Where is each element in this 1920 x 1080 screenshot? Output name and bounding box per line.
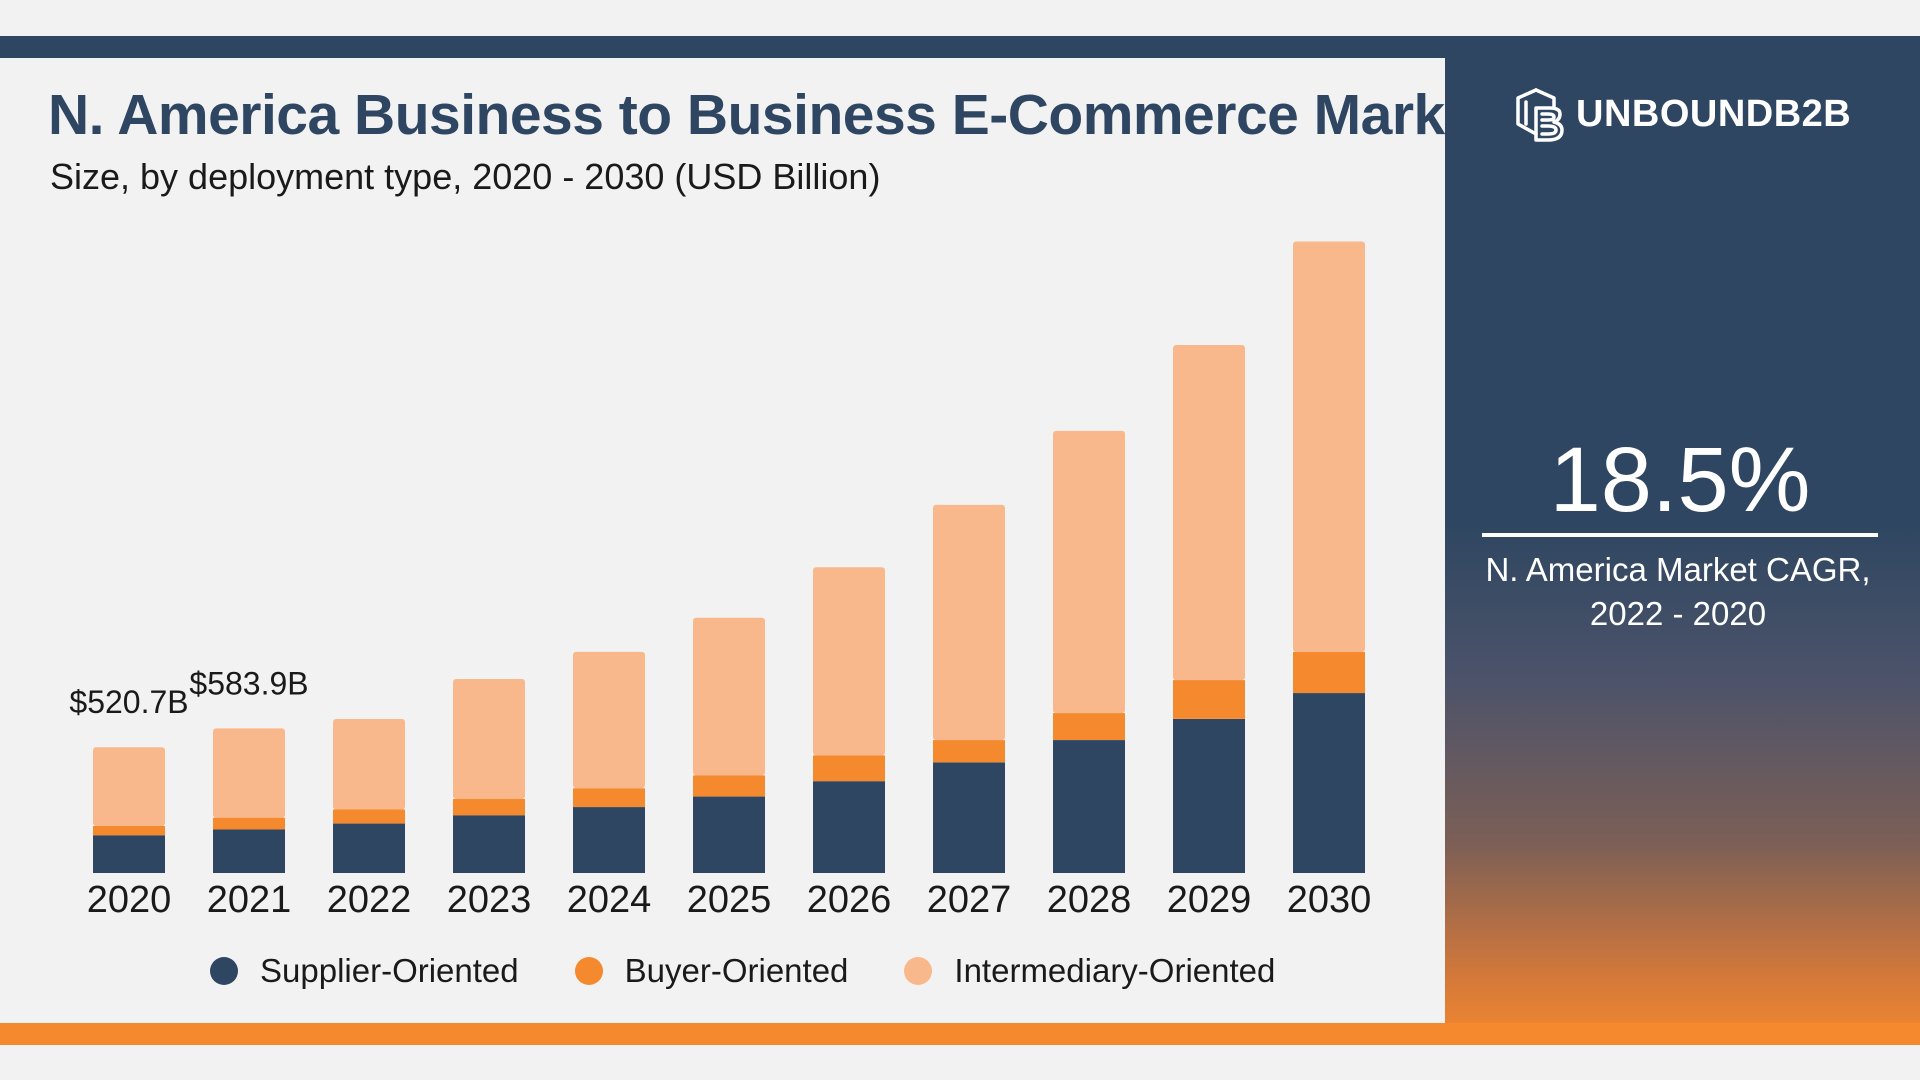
cagr-value: 18.5% [1549, 429, 1811, 531]
bar-supplier-2030 [1293, 693, 1365, 873]
x-tick-label-2021: 2021 [207, 879, 292, 921]
bar-supplier-2028 [1053, 740, 1125, 873]
legend-label-buyer: Buyer-Oriented [624, 952, 849, 989]
x-tick-label-2030: 2030 [1287, 879, 1372, 921]
bar-supplier-2023 [453, 815, 525, 873]
bar-supplier-2022 [333, 823, 405, 873]
bottom-accent-bar [0, 1023, 1920, 1045]
bar-supplier-2020 [93, 835, 165, 873]
brand-name: UNBOUNDB2B [1576, 92, 1852, 135]
bar-buyer-2026 [813, 755, 885, 782]
legend-dot-intermediary [904, 957, 933, 985]
bar-intermediary-2027 [933, 504, 1005, 741]
bar-intermediary-2021 [213, 728, 285, 818]
bar-intermediary-2025 [693, 617, 765, 776]
bar-supplier-2025 [693, 796, 765, 873]
cagr-label: N. America Market CAGR, 2022 - 2020 [1478, 548, 1878, 636]
chart-legend: Supplier-Oriented Buyer-Oriented Interme… [210, 952, 1331, 990]
cube-b-logo-icon [1516, 88, 1564, 142]
legend-item-buyer: Buyer-Oriented [574, 952, 849, 990]
legend-dot-buyer [574, 957, 603, 985]
stacked-bar-chart: 2020 2021 2022 2023 2024 2025 2026 2027 2028 2029… [69, 241, 1372, 921]
chart-title: N. America Business to Business E-Commer… [48, 83, 1495, 147]
bar-supplier-2027 [933, 762, 1005, 873]
top-accent-bar [0, 36, 1920, 58]
bar-buyer-2023 [453, 798, 525, 816]
bar-intermediary-2028 [1053, 430, 1125, 714]
bar-supplier-2026 [813, 781, 885, 873]
bar-intermediary-2023 [453, 679, 525, 799]
bar-buyer-2030 [1293, 651, 1365, 694]
bar-buyer-2022 [333, 809, 405, 824]
bar-buyer-2020 [93, 826, 165, 836]
bar-buyer-2028 [1053, 713, 1125, 741]
legend-label-intermediary: Intermediary-Oriented [954, 952, 1276, 989]
bar-intermediary-2030 [1293, 241, 1365, 652]
bar-intermediary-2026 [813, 567, 885, 756]
bar-supplier-2024 [573, 807, 645, 873]
bar-intermediary-2020 [93, 747, 165, 826]
brand-logo: UNBOUNDB2B [1514, 84, 1851, 144]
bar-buyer-2025 [693, 775, 765, 797]
data-label-2021: $583.9B [189, 665, 308, 701]
bar-buyer-2027 [933, 740, 1005, 763]
bar-intermediary-2029 [1173, 345, 1245, 681]
x-tick-label-2020: 2020 [87, 879, 172, 921]
x-tick-label-2026: 2026 [807, 879, 892, 921]
legend-item-intermediary: Intermediary-Oriented [904, 952, 1275, 990]
bar-intermediary-2024 [573, 651, 645, 789]
x-tick-label-2025: 2025 [687, 879, 772, 921]
x-tick-label-2027: 2027 [927, 879, 1012, 921]
bar-buyer-2021 [213, 817, 285, 830]
x-tick-label-2029: 2029 [1167, 879, 1252, 921]
x-tick-label-2022: 2022 [327, 879, 412, 921]
cagr-label-line1: N. America Market CAGR, [1485, 551, 1871, 588]
bar-buyer-2029 [1173, 680, 1245, 719]
data-label-2020: $520.7B [69, 684, 188, 720]
legend-item-supplier: Supplier-Oriented [210, 952, 519, 990]
side-panel [1445, 36, 1920, 1045]
bar-buyer-2024 [573, 788, 645, 808]
legend-dot-supplier [210, 957, 238, 985]
x-tick-label-2023: 2023 [447, 879, 532, 921]
bar-supplier-2029 [1173, 719, 1245, 873]
x-tick-label-2024: 2024 [567, 879, 652, 921]
legend-label-supplier: Supplier-Oriented [260, 952, 519, 989]
bar-intermediary-2022 [333, 719, 405, 810]
bar-supplier-2021 [213, 829, 285, 873]
chart-subtitle: Size, by deployment type, 2020 - 2030 (U… [50, 156, 881, 197]
cagr-label-line2: 2022 - 2020 [1589, 595, 1767, 632]
cagr-divider [1482, 533, 1878, 537]
x-tick-label-2028: 2028 [1047, 879, 1132, 921]
